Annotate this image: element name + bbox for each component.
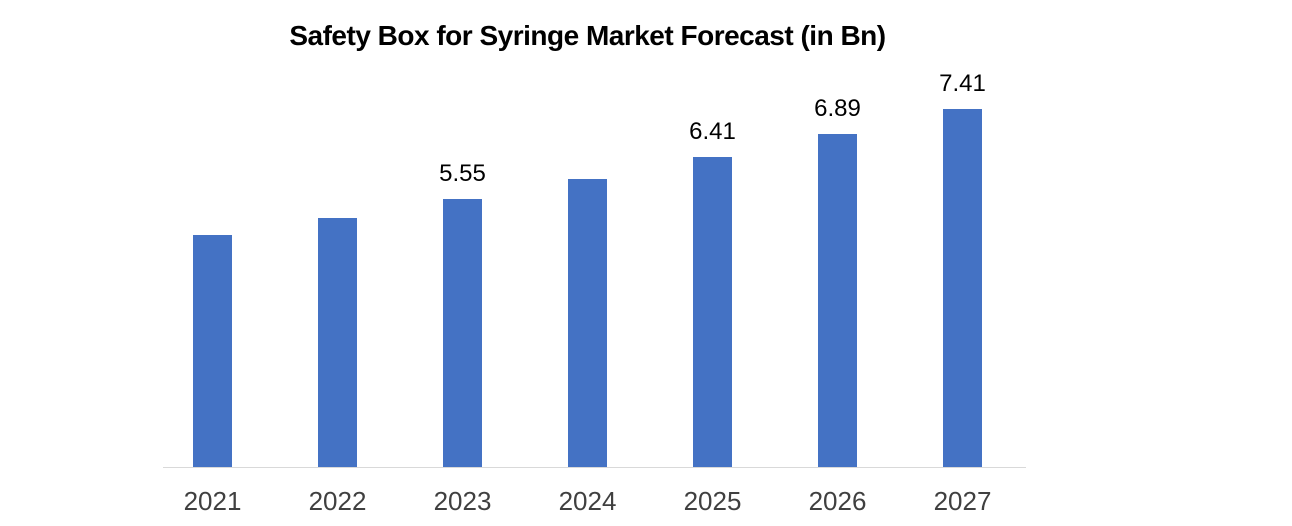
bar-2027 xyxy=(943,109,982,468)
bar-column: 5.55 xyxy=(400,0,525,468)
bar-value-label: 6.89 xyxy=(814,95,861,122)
bar-2024 xyxy=(568,179,607,468)
x-tick-label: 2027 xyxy=(933,486,992,516)
x-tick-label: 2025 xyxy=(683,486,742,516)
bar-2025 xyxy=(693,157,732,468)
bar-2021 xyxy=(193,235,232,468)
bar-value-label: 6.41 xyxy=(689,118,736,145)
x-tick-label: 2026 xyxy=(808,486,867,516)
bar-value-label: 7.41 xyxy=(939,70,986,97)
bar-2026 xyxy=(818,134,857,468)
bar-value-label: 5.55 xyxy=(439,160,486,187)
bar-column xyxy=(150,0,275,468)
bar-2023 xyxy=(443,199,482,468)
x-tick-label: 2021 xyxy=(183,486,242,516)
bar-2022 xyxy=(318,218,357,468)
x-axis-line xyxy=(163,467,1026,468)
bar-column xyxy=(525,0,650,468)
x-axis-labels: 2021 2022 2023 2024 2025 2026 2027 xyxy=(150,486,1025,517)
chart-title: Safety Box for Syringe Market Forecast (… xyxy=(289,20,886,51)
x-tick-label: 2022 xyxy=(308,486,367,516)
x-tick-label: 2023 xyxy=(433,486,492,516)
bar-column: 7.41 xyxy=(900,0,1025,468)
bar-column: 6.89 xyxy=(775,0,900,468)
x-tick-label: 2024 xyxy=(558,486,617,516)
bars-container: 5.55 6.41 6.89 7.41 xyxy=(150,0,1025,468)
bar-column: 6.41 xyxy=(650,0,775,468)
bar-column xyxy=(275,0,400,468)
